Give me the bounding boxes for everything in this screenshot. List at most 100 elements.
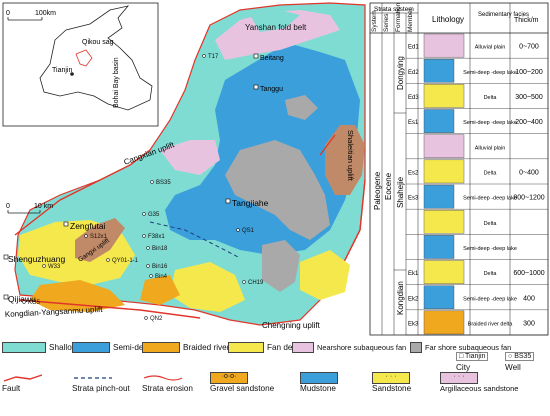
column-member-label: Es2: [408, 170, 419, 176]
legend-mudstone: Mudstone: [300, 372, 341, 393]
well-w33: W33: [48, 264, 61, 270]
far-shore-fan-north: [285, 95, 318, 120]
legend-argillaceous-sandstone: · · · Argillaceous sandstone: [440, 372, 519, 393]
inset-bohai-bay-basin: Bohai Bay basin: [113, 57, 120, 108]
column-facies-label: Alluvial plain: [475, 45, 506, 51]
legend-swatch: · · ·: [372, 372, 410, 384]
lithology-bar: [423, 84, 465, 108]
column-member-label: Ek2: [408, 296, 419, 302]
lithology-bar: [423, 310, 465, 335]
main-scale-10km: 10 km: [34, 203, 53, 210]
inset-tianjin-dot: [70, 72, 74, 76]
legend-well-sample-text: BS35: [514, 353, 532, 360]
column-formation-dongying: Dongying: [396, 56, 405, 90]
far-shore-fan-central: [225, 140, 330, 240]
column-facies-label: Delta: [484, 271, 498, 277]
lithology-bar: [423, 235, 455, 259]
nearshore-fan-north: [215, 10, 340, 60]
town-beitang: Beitang: [260, 55, 284, 62]
column-facies-label: Alluvial plain: [475, 145, 506, 151]
column-member-label: Ed2: [408, 70, 419, 76]
legend-swatch: [410, 342, 422, 353]
lithology-bar: [423, 184, 455, 209]
column-member-label: Ek1: [408, 271, 419, 277]
well-qy01-1-1: QY01-1-1: [112, 258, 139, 264]
legend-label: Semi-deep lake: [113, 343, 170, 352]
legend-city-sample-text: Tianjin: [465, 353, 486, 360]
strata-column: Strata system System Series Formation Me…: [369, 2, 549, 336]
column-thickness-label: 300: [523, 320, 535, 327]
legend-label: Strata pinch-out: [72, 384, 130, 393]
fault-line-west: [14, 149, 151, 236]
column-member-label: Ed1: [408, 45, 419, 51]
legend-city: □ Tianjin City: [456, 352, 489, 372]
well-f38x1: F38x1: [148, 234, 165, 240]
column-member-label: Ed3: [408, 95, 419, 101]
inset-qikou-sag: Qikou sag: [82, 39, 114, 46]
legend-pinch-out-symbol: [74, 377, 112, 379]
column-header-member: Member: [407, 7, 414, 32]
column-facies-label: Semi-deep -deep lake: [463, 196, 517, 202]
legend-swatch: [228, 342, 264, 353]
fault-line-shaleitian: [319, 134, 336, 156]
well-bin4: Bin4: [155, 274, 168, 280]
legend-city-sample: □ Tianjin: [456, 352, 489, 361]
main-scale-0: 0: [6, 203, 10, 210]
legend-label: Sandstone: [372, 384, 412, 393]
lithology-bar: [423, 159, 465, 184]
shallow-lake-north-patch: [250, 10, 300, 32]
well-bin16: Bin16: [152, 264, 168, 270]
shaleitian-uplift-area: [325, 125, 365, 195]
column-thickness-label: 400: [523, 295, 535, 302]
legend-label: Argillaceous sandstone: [440, 384, 519, 393]
column-series-eocene: Eocene: [384, 172, 393, 200]
lithology-bar: [423, 209, 465, 234]
well-markers: [22, 54, 246, 320]
lithology-bar: [423, 58, 455, 83]
column-thickness-label: 600~1000: [513, 270, 544, 277]
legend-label: Shallow lake: [49, 343, 95, 352]
column-header-lithology: Lithology: [432, 15, 464, 24]
lithology-bar: [423, 109, 455, 133]
legend-label: Nearshore subaqueous fan: [317, 343, 407, 352]
well-bin18: Bin18: [152, 246, 168, 252]
town-zengfutai: Zengfutai: [70, 221, 106, 231]
column-facies-label: Semi-deep -deep lake: [463, 246, 517, 252]
column-thickness-label: 100~200: [515, 69, 543, 76]
fan-delta-southeast: [300, 250, 350, 300]
column-facies-label: Delta: [484, 170, 498, 176]
column-header-series: Series: [383, 13, 390, 32]
legend-swatch: [292, 342, 314, 353]
legend-well-sample: ○ BS35: [505, 352, 535, 361]
lithology-bar: [423, 285, 455, 310]
legend-swatch: [142, 342, 180, 353]
legend-label: Gravel sandstone: [210, 384, 275, 393]
well-t17: T17: [208, 54, 219, 60]
column-member-label: Ek3: [408, 321, 419, 327]
column-header-system: System: [371, 10, 378, 32]
column-formation-kongdian: Kongdian: [396, 281, 405, 315]
column-thickness-label: 200~400: [515, 119, 543, 126]
legend-fault-symbol: [3, 374, 43, 382]
legend-label: Braided river delta: [183, 343, 250, 352]
column-facies-label: Semi-deep -deep lake: [463, 70, 517, 76]
well-kg5: KG5: [28, 300, 41, 306]
column-header-thick: Thick/m: [514, 17, 539, 24]
town-qijiawu: Qijiawu: [8, 294, 36, 304]
legend-label: Mudstone: [300, 384, 336, 393]
lithology-bar: [423, 134, 465, 159]
fault-line-south: [19, 299, 201, 319]
legend-swatch: [300, 372, 338, 384]
main-map: Yanshan fold belt Cangxian uplift Shalei…: [3, 2, 366, 330]
legend-sandstone: · · · Sandstone: [372, 372, 413, 393]
legend-label: Far shore subaqueous fan: [425, 343, 512, 352]
legend-pinch-out: Strata pinch-out: [72, 372, 130, 393]
fault-line-east: [344, 179, 366, 261]
column-thickness-label: 300~500: [515, 94, 543, 101]
column-header-formation: Formation: [395, 2, 402, 32]
column-member-label: Es1: [408, 120, 419, 126]
legend-label: Strata erosion: [142, 384, 193, 393]
town-tanggu: Tanggu: [260, 86, 283, 93]
town-tangjiahe: Tangjiahe: [232, 198, 269, 208]
